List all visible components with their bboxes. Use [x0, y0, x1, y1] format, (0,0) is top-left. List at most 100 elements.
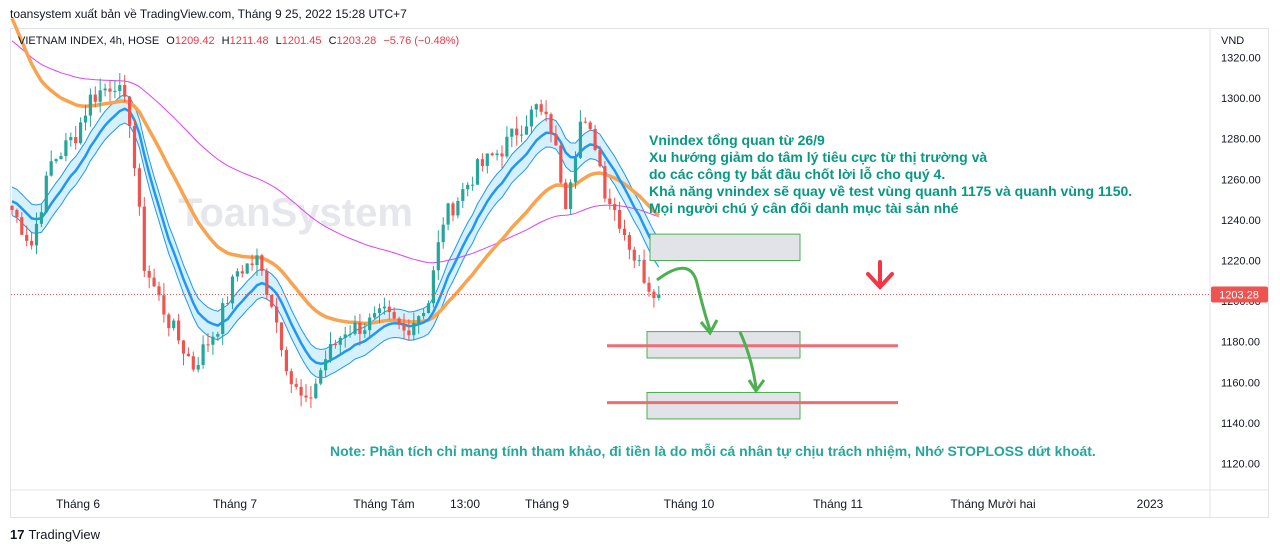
candle-body: [324, 359, 328, 371]
candle-body: [206, 344, 210, 346]
candle-body: [510, 128, 514, 137]
tradingview-footer[interactable]: 17 TradingView: [10, 527, 100, 542]
candle-body: [417, 316, 421, 323]
candle-body: [314, 383, 318, 399]
last-price-badge: [1211, 286, 1268, 303]
currency-label: VND: [1221, 35, 1244, 47]
candle-body: [128, 96, 132, 127]
symbol-name[interactable]: VIETNAM INDEX, 4h, HOSE: [18, 35, 160, 47]
candle-body: [157, 286, 161, 296]
candle-body: [177, 320, 181, 341]
candle-body: [524, 126, 529, 135]
candle-body: [613, 204, 617, 210]
candle-body: [230, 276, 235, 304]
disclaimer-note: Note: Phân tích chỉ mang tính tham khảo,…: [330, 443, 1096, 459]
candle-body: [436, 242, 440, 271]
candle-body: [235, 271, 239, 277]
candle-body: [49, 161, 53, 176]
candle-body: [279, 322, 284, 351]
x-tick-label: Tháng 9: [525, 497, 569, 511]
candle-body: [118, 85, 122, 91]
candle-body: [466, 184, 470, 190]
change-value: −5.76 (−0.48%): [383, 35, 460, 47]
candle-body: [245, 263, 249, 274]
candle-body: [113, 90, 117, 92]
x-tick-label: Tháng 6: [56, 497, 100, 511]
candle-body: [44, 175, 48, 213]
annotation-line: Xu hướng giảm do tâm lý tiêu cực từ thị …: [649, 149, 987, 165]
candle-body: [446, 203, 450, 225]
candle-body: [554, 133, 558, 146]
candle-body: [186, 353, 190, 357]
y-tick-label: 1240.00: [1221, 215, 1261, 227]
candle-body: [10, 205, 14, 210]
candle-body: [618, 209, 622, 229]
candle-body: [319, 370, 323, 384]
annotation-line: Mọi người chú ý cân đối danh mục tài sản…: [649, 200, 959, 216]
open-value: 1209.42: [174, 35, 215, 47]
y-tick-label: 1320.00: [1221, 52, 1261, 64]
high-value: 1211.48: [229, 35, 269, 47]
candle-body: [647, 282, 651, 292]
candle-body: [637, 260, 641, 262]
candle-body: [255, 255, 259, 266]
symbol-legend: VIETNAM INDEX, 4h, HOSE O1209.42 H1211.4…: [18, 35, 459, 47]
x-tick-label: 2023: [1137, 497, 1164, 511]
candle-body: [480, 159, 484, 166]
candle-body: [593, 128, 597, 150]
candle-body: [407, 330, 411, 336]
candle-body: [59, 156, 63, 160]
candle-body: [358, 322, 362, 334]
projection-arrow-2: [738, 331, 758, 389]
candle-body: [79, 122, 83, 144]
candle-body: [250, 263, 254, 266]
candle-body: [333, 344, 337, 346]
projection-arrowhead-1: [699, 319, 719, 336]
candle-body: [392, 312, 396, 319]
candle-body: [299, 386, 303, 396]
candle-body: [441, 224, 445, 243]
projection-arrowhead-2: [747, 379, 766, 394]
candle-body: [529, 109, 533, 127]
candle-body: [294, 384, 298, 387]
y-tick-label: 1220.00: [1221, 256, 1261, 268]
candle-body: [559, 145, 563, 183]
annotation-line: Khả năng vnindex sẽ quay về test vùng qu…: [649, 183, 1132, 199]
candle-body: [142, 206, 146, 271]
candle-body: [39, 212, 43, 224]
annotation-line: do các công ty bắt đầu chốt lời lỗ cho q…: [649, 165, 945, 182]
candle-body: [515, 128, 519, 136]
candle-body: [569, 182, 573, 209]
candle-body: [588, 122, 592, 129]
candle-body: [642, 260, 646, 283]
candle-body: [343, 334, 347, 338]
candle-body: [544, 111, 548, 115]
candle-body: [181, 340, 186, 354]
down-arrow-icon: [866, 260, 894, 290]
candle-body: [83, 115, 88, 123]
candle-body: [15, 209, 19, 218]
candle-body: [368, 317, 372, 331]
candle-body: [583, 121, 587, 123]
candle-body: [402, 324, 406, 331]
close-label: C: [328, 35, 337, 47]
candle-body: [275, 306, 279, 323]
candle-body: [221, 303, 225, 335]
candle-body: [387, 306, 391, 313]
candle-body: [490, 153, 494, 156]
candle-body: [54, 159, 58, 162]
candle-body: [309, 397, 313, 399]
target-zone: [646, 392, 801, 420]
candle-body: [485, 153, 489, 166]
y-tick-label: 1120.00: [1221, 459, 1260, 471]
candle-body: [328, 344, 333, 360]
candle-body: [451, 203, 455, 216]
candle-body: [382, 306, 386, 309]
candle-body: [363, 330, 367, 334]
candle-body: [456, 200, 460, 216]
candle-body: [564, 182, 568, 209]
close-value: 1203.28: [336, 35, 377, 47]
candle-body: [627, 235, 631, 250]
candle-body: [152, 277, 156, 287]
